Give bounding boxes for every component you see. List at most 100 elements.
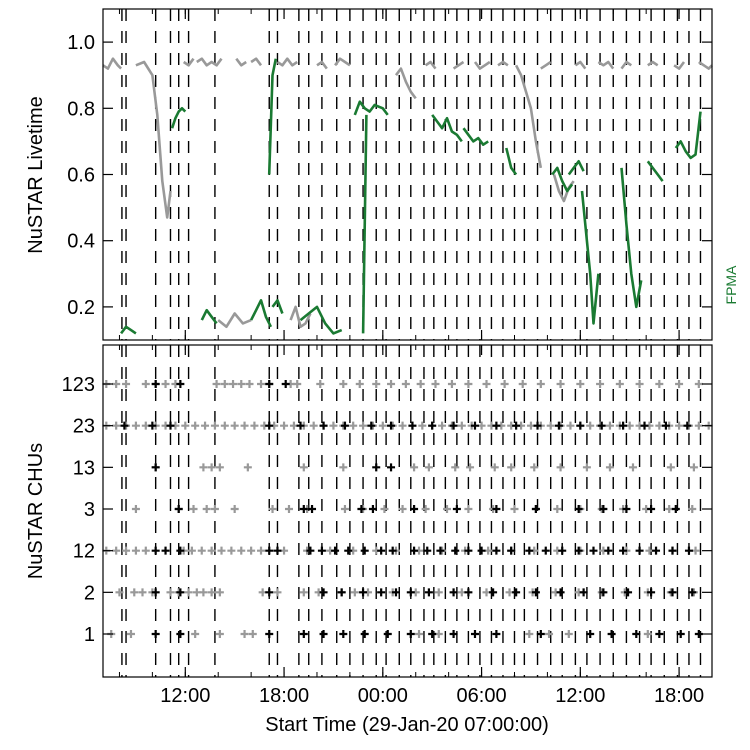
gray-series-segment bbox=[540, 60, 552, 70]
chu-point bbox=[464, 505, 473, 513]
chu-point bbox=[306, 546, 315, 555]
chu-point bbox=[344, 546, 353, 555]
chu-point bbox=[273, 546, 282, 555]
x-tick-label: 18:00 bbox=[654, 685, 704, 707]
chu-point bbox=[492, 546, 501, 555]
chu-point bbox=[530, 463, 539, 472]
chu-point bbox=[243, 463, 252, 472]
chu-point bbox=[308, 505, 317, 513]
chu-point bbox=[628, 463, 637, 472]
chu-point bbox=[387, 421, 396, 430]
chu-point bbox=[492, 630, 501, 638]
chu-point bbox=[391, 588, 400, 597]
chu-point bbox=[406, 588, 415, 597]
chu-point bbox=[541, 546, 550, 555]
chu-point bbox=[398, 421, 407, 430]
chu-point bbox=[319, 588, 328, 597]
chu-point bbox=[265, 380, 274, 388]
gray-series-segment bbox=[235, 57, 247, 67]
bottom-y-tick-label: 23 bbox=[73, 416, 95, 438]
x-tick-label: 06:00 bbox=[457, 685, 507, 707]
bottom-y-tick-label: 13 bbox=[73, 457, 95, 479]
chu-point bbox=[112, 380, 121, 388]
gray-series-segment bbox=[102, 57, 123, 70]
chu-point bbox=[215, 630, 224, 638]
chu-point bbox=[184, 588, 193, 597]
chu-point bbox=[197, 546, 206, 555]
chu-point bbox=[181, 421, 190, 430]
chu-point bbox=[299, 630, 308, 638]
chu-point bbox=[378, 421, 387, 430]
chu-point bbox=[635, 380, 644, 388]
gray-series-segment bbox=[394, 67, 417, 100]
chu-point bbox=[418, 421, 427, 430]
chu-point bbox=[492, 421, 501, 430]
fpma-series-segment bbox=[580, 190, 600, 325]
chu-point bbox=[510, 505, 519, 513]
chu-point bbox=[507, 463, 516, 472]
chu-point bbox=[492, 505, 501, 513]
chu-point bbox=[176, 546, 185, 555]
top-y-tick-label: 1.0 bbox=[67, 32, 95, 54]
chu-point bbox=[464, 588, 473, 597]
chu-point bbox=[112, 421, 121, 430]
chu-point bbox=[632, 630, 641, 638]
chu-point bbox=[605, 421, 614, 430]
chu-point bbox=[410, 505, 419, 513]
bottom-plot-frame bbox=[102, 344, 713, 678]
top-y-tick-label: 0.4 bbox=[67, 231, 95, 253]
gray-series-segment bbox=[316, 60, 328, 70]
gray-series-segment bbox=[182, 57, 195, 67]
chu-point bbox=[372, 380, 381, 388]
chu-points bbox=[102, 380, 713, 638]
gray-series-segment bbox=[514, 64, 543, 169]
gray-series-segment bbox=[452, 60, 465, 70]
chu-point bbox=[605, 463, 614, 472]
chu-point bbox=[451, 546, 460, 555]
chu-point bbox=[599, 505, 608, 513]
fpma-series-segment bbox=[267, 58, 278, 175]
chu-point bbox=[652, 546, 661, 555]
x-ticks: 12:00 18:00 00:00 06:00 12:00 18:00 bbox=[118, 9, 704, 707]
chu-point bbox=[151, 588, 160, 597]
chu-point bbox=[268, 505, 277, 513]
chu-point bbox=[576, 380, 585, 388]
gray-series-segment bbox=[424, 60, 437, 70]
top-y-tick-label: 0.8 bbox=[67, 98, 95, 120]
chu-point bbox=[250, 421, 259, 430]
chu-point bbox=[470, 421, 479, 430]
chu-point bbox=[694, 630, 703, 638]
x-tick-label: 18:00 bbox=[259, 685, 309, 707]
chu-point bbox=[377, 546, 386, 555]
gray-series-segment bbox=[250, 57, 263, 67]
chu-point bbox=[443, 505, 452, 513]
chu-point bbox=[212, 380, 221, 388]
chu-point bbox=[582, 463, 591, 472]
chu-point bbox=[360, 630, 369, 638]
chu-point bbox=[207, 463, 216, 472]
chu-point bbox=[229, 380, 238, 388]
chu-point bbox=[507, 546, 516, 555]
chu-point bbox=[331, 546, 340, 555]
chu-point bbox=[280, 421, 289, 430]
chu-point bbox=[574, 546, 583, 555]
chu-point bbox=[512, 421, 521, 430]
chu-point bbox=[387, 380, 396, 388]
chu-point bbox=[176, 630, 185, 638]
top-y-axis-label: NuSTAR Livetime bbox=[25, 96, 47, 253]
chu-point bbox=[406, 630, 415, 638]
gray-series-segment bbox=[574, 60, 587, 70]
chu-point bbox=[210, 421, 219, 430]
chu-point bbox=[545, 630, 554, 638]
gray-series-segment bbox=[473, 60, 491, 70]
fpma-series-segment bbox=[674, 111, 702, 160]
chu-point bbox=[340, 505, 349, 513]
chu-point bbox=[533, 421, 542, 430]
chu-point bbox=[337, 588, 346, 597]
chu-point bbox=[586, 421, 595, 430]
chu-point bbox=[296, 421, 305, 430]
chu-point bbox=[675, 380, 684, 388]
chu-point bbox=[273, 588, 282, 597]
chu-point bbox=[359, 421, 368, 430]
x-tick-label: 12:00 bbox=[555, 685, 605, 707]
